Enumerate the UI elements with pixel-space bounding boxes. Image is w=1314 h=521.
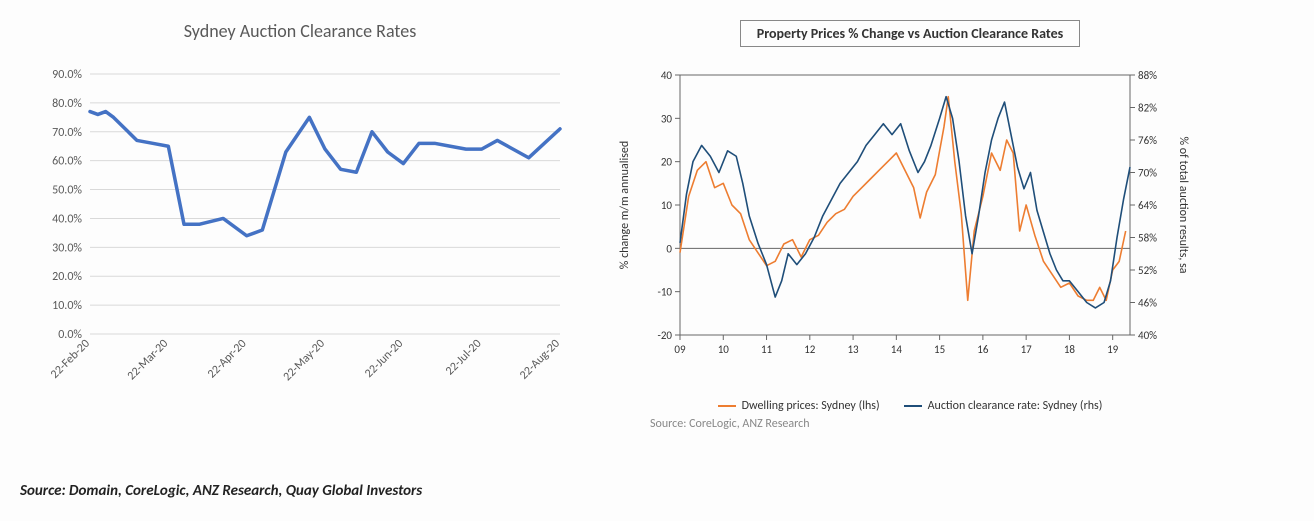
- svg-text:52%: 52%: [1138, 264, 1157, 277]
- svg-text:18: 18: [1064, 343, 1076, 356]
- svg-text:88%: 88%: [1138, 69, 1157, 82]
- legend-item-dwelling: Dwelling prices: Sydney (lhs): [718, 399, 880, 413]
- legend-swatch-icon: [718, 405, 736, 407]
- right-chart-svg: -20 -10 0 10 20 30 40 40% 46% 52% 58% 64% 70% 76% 82% 8…: [610, 55, 1210, 395]
- svg-text:90.0%: 90.0%: [52, 68, 82, 82]
- svg-text:19: 19: [1107, 343, 1119, 356]
- svg-text:10: 10: [718, 343, 730, 356]
- svg-text:10.0%: 10.0%: [52, 299, 82, 313]
- right-chart-title: Property Prices % Change vs Auction Clea…: [740, 20, 1080, 47]
- right-chart-legend: Dwelling prices: Sydney (lhs) Auction cl…: [610, 399, 1210, 413]
- svg-text:20: 20: [661, 156, 673, 169]
- svg-text:82%: 82%: [1138, 102, 1157, 115]
- svg-text:17: 17: [1021, 343, 1033, 356]
- svg-text:13: 13: [847, 343, 859, 356]
- svg-text:22-Mar-20: 22-Mar-20: [125, 337, 171, 383]
- svg-text:40.0%: 40.0%: [52, 212, 82, 226]
- svg-text:-20: -20: [657, 329, 672, 342]
- svg-text:22-Jul-20: 22-Jul-20: [443, 337, 484, 378]
- svg-text:0: 0: [666, 242, 672, 255]
- footer-source: Source: Domain, CoreLogic, ANZ Research,…: [20, 482, 1294, 500]
- svg-text:50.0%: 50.0%: [52, 184, 82, 198]
- left-chart-wrap: Sydney Auction Clearance Rates 0.0%10.0%…: [20, 20, 580, 454]
- svg-text:64%: 64%: [1138, 199, 1157, 212]
- charts-row: Sydney Auction Clearance Rates 0.0%10.0%…: [20, 20, 1294, 454]
- svg-text:-10: -10: [657, 286, 672, 299]
- legend-label: Auction clearance rate: Sydney (rhs): [928, 399, 1103, 413]
- left-chart-title: Sydney Auction Clearance Rates: [20, 20, 580, 42]
- svg-text:76%: 76%: [1138, 134, 1157, 147]
- svg-text:10: 10: [661, 199, 673, 212]
- svg-text:15: 15: [934, 343, 945, 356]
- svg-text:12: 12: [804, 343, 816, 356]
- svg-text:20.0%: 20.0%: [52, 270, 82, 284]
- svg-text:22-May-20: 22-May-20: [281, 337, 328, 384]
- svg-text:70.0%: 70.0%: [52, 126, 82, 140]
- svg-text:22-Jun-20: 22-Jun-20: [362, 337, 406, 381]
- svg-text:22-Feb-20: 22-Feb-20: [48, 337, 93, 382]
- right-chart-wrap: Property Prices % Change vs Auction Clea…: [610, 20, 1210, 431]
- svg-text:% change m/m annualised: % change m/m annualised: [618, 141, 632, 269]
- legend-swatch-icon: [904, 405, 922, 407]
- svg-text:14: 14: [891, 343, 903, 356]
- svg-text:16: 16: [977, 343, 989, 356]
- svg-text:70%: 70%: [1138, 167, 1157, 180]
- svg-text:09: 09: [674, 343, 686, 356]
- svg-text:22-Aug-20: 22-Aug-20: [517, 337, 563, 383]
- svg-text:40%: 40%: [1138, 329, 1157, 342]
- svg-text:11: 11: [761, 343, 773, 356]
- legend-item-clearance: Auction clearance rate: Sydney (rhs): [904, 399, 1103, 413]
- svg-text:40: 40: [661, 69, 673, 82]
- right-chart-source: Source: CoreLogic, ANZ Research: [610, 417, 1210, 431]
- svg-text:% of total auction results, sa: % of total auction results, sa: [1176, 136, 1190, 273]
- svg-text:30: 30: [661, 112, 673, 125]
- svg-text:22-Apr-20: 22-Apr-20: [205, 337, 249, 381]
- left-chart-svg: 0.0%10.0%20.0%30.0%40.0%50.0%60.0%70.0%8…: [20, 54, 580, 454]
- svg-text:58%: 58%: [1138, 232, 1157, 245]
- legend-label: Dwelling prices: Sydney (lhs): [742, 399, 880, 413]
- svg-text:80.0%: 80.0%: [52, 97, 82, 111]
- svg-text:30.0%: 30.0%: [52, 241, 82, 255]
- svg-text:46%: 46%: [1138, 297, 1157, 310]
- svg-text:60.0%: 60.0%: [52, 155, 82, 169]
